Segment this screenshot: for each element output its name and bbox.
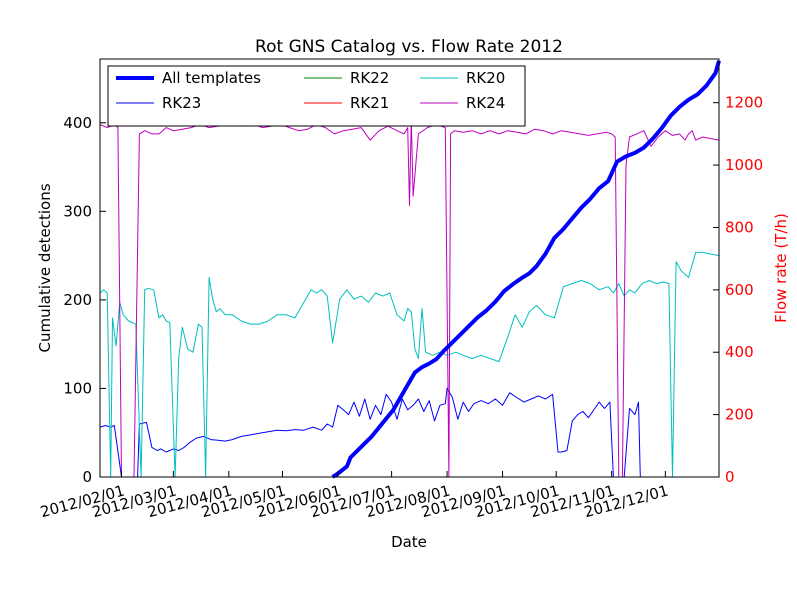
series-line-rk24: [99, 117, 720, 478]
y-tick-label: 300: [63, 202, 92, 220]
series-line-all-templates: [331, 60, 721, 479]
y-right-tick-label: 800: [725, 218, 754, 236]
right-axis: 0 200 400 600 800 1000 1200: [713, 94, 763, 486]
y-right-tick-label: 1000: [725, 156, 763, 174]
y-right-tick-label: 200: [725, 406, 754, 424]
y-right-tick-label: 0: [725, 468, 735, 486]
legend-box: [107, 65, 526, 127]
legend-label-rk23: RK23: [162, 94, 201, 112]
legend-label-rk24: RK24: [466, 94, 505, 112]
y-right-tick-label: 400: [725, 343, 754, 361]
series-line-rk23: [99, 387, 641, 478]
series-line-rk20: [99, 251, 720, 478]
chart-title: Rot GNS Catalog vs. Flow Rate 2012: [255, 37, 563, 57]
x-axis-label: Date: [391, 533, 427, 551]
legend-label-rk20: RK20: [466, 69, 505, 87]
y-tick-label: 200: [63, 291, 92, 309]
left-axis: 0 100 200 300 400: [63, 114, 106, 486]
x-axis: 2012/02/012012/03/012012/04/012012/05/01…: [38, 471, 670, 521]
legend-label-all-templates: All templates: [162, 69, 261, 87]
y-axis-label: Cumulative detections: [36, 183, 54, 352]
y-tick-label: 400: [63, 114, 92, 132]
y-tick-label: 100: [63, 379, 92, 397]
y-right-tick-label: 600: [725, 281, 754, 299]
legend-label-rk22: RK22: [350, 69, 389, 87]
y-tick-label: 0: [82, 468, 92, 486]
legend: All templates RK23 RK22 RK21 RK20 RK24: [107, 65, 526, 127]
legend-label-rk21: RK21: [350, 94, 389, 112]
plot-frame: [99, 58, 720, 478]
y-right-tick-label: 1200: [725, 94, 763, 112]
y-axis-label-right: Flow rate (T/h): [772, 213, 790, 323]
